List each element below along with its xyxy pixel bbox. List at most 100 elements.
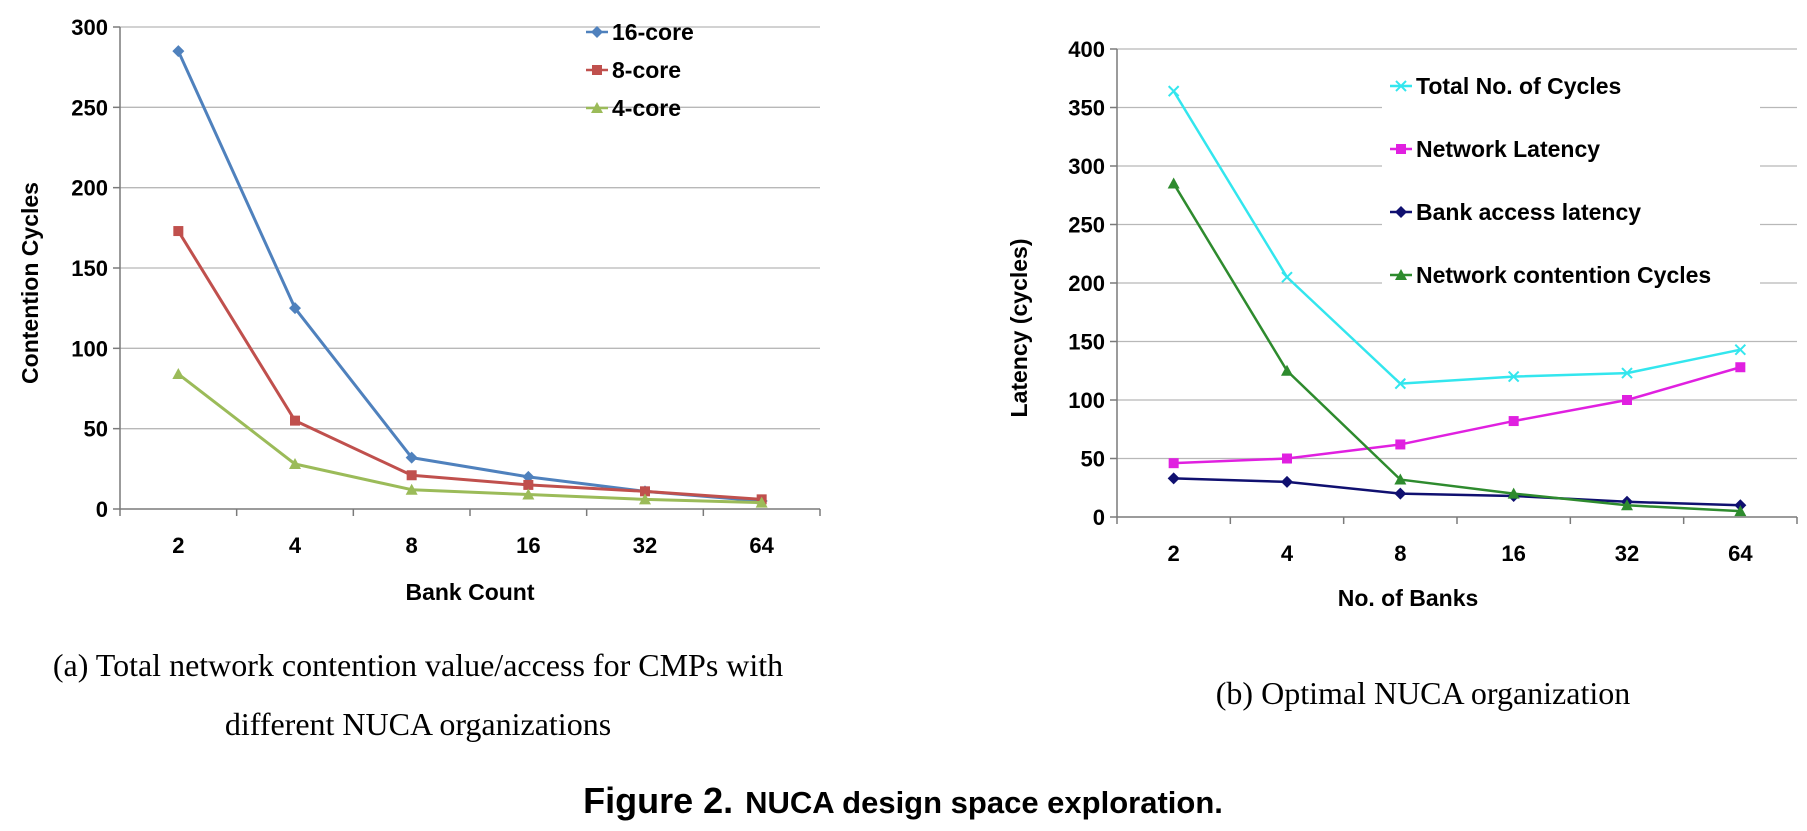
chart-a-series (172, 45, 768, 508)
figure-caption-text: Figure 2. NUCA design space exploration. (583, 780, 1223, 821)
a-series-16-core-point (522, 470, 535, 483)
a-legend-entry-8-core: 8-core (586, 57, 681, 83)
a-series-4-core-point (289, 458, 301, 470)
a-y-tick-label: 300 (71, 15, 108, 40)
b-legend-entry-network-contention-cycles-marker (1395, 269, 1407, 280)
a-series-4-core-point (755, 496, 768, 508)
b-series-network-latency (1168, 362, 1746, 469)
chart-a-axes (113, 26, 821, 516)
b-series-network-contention-cycles-line (1172, 182, 1741, 513)
a-series-8-core-point (640, 486, 650, 497)
chart-a-caption-line-1: (a) Total network contention value/acces… (53, 647, 783, 683)
a-legend-entry-16-core-label: 16-core (612, 19, 694, 45)
b-y-tick-label: 0 (1093, 505, 1105, 530)
a-series-4-core-line (177, 372, 762, 505)
b-legend-entry-bank-access-latency-marker (1395, 206, 1407, 218)
a-series-4-core (172, 368, 768, 508)
a-series-4-core-point (522, 488, 535, 500)
b-series-total-no-of-cycles-line (1172, 90, 1741, 385)
b-series-network-latency-line (1173, 366, 1741, 465)
b-series-total-no-of-cycles-point (1394, 377, 1407, 390)
b-series-total-no-of-cycles-point (1621, 367, 1633, 379)
a-series-8-core-point (173, 226, 184, 237)
b-y-tick-label: 400 (1068, 37, 1105, 62)
a-legend-entry-4-core: 4-core (586, 95, 681, 121)
chart-b-series (1167, 85, 1747, 517)
chart-a-caption-line-2: different NUCA organizations (225, 706, 611, 742)
b-y-tick-label: 350 (1068, 96, 1105, 121)
b-y-tick-label: 300 (1068, 154, 1105, 179)
a-series-4-core-point (405, 483, 418, 495)
b-series-network-contention-cycles-point (1394, 473, 1407, 485)
a-y-tick-label: 50 (84, 417, 108, 442)
b-series-total-no-of-cycles-point (1507, 370, 1520, 383)
a-legend-entry-16-core-marker (591, 26, 603, 38)
chart-b-optimal-nuca: 0 50 100 150 200 250 300 350 400 2 4 8 16 32 64 Total… (1006, 37, 1798, 711)
b-x-tick-label: 8 (1394, 541, 1406, 566)
a-y-tick-label: 200 (71, 176, 108, 201)
chart-a-legend: 16-core 8-core 4-core (586, 19, 694, 121)
b-series-network-contention-cycles (1167, 177, 1747, 517)
a-series-16-core-point (289, 302, 301, 315)
chart-a-y-axis-label: Contention Cycles (17, 182, 43, 384)
chart-b-axes (1110, 48, 1798, 524)
b-series-bank-access-latency-line (1173, 477, 1741, 507)
figure-caption-label: Figure 2. (583, 780, 733, 821)
a-legend-entry-4-core-label: 4-core (612, 95, 681, 121)
chart-a-x-tick-labels: 2 4 8 16 32 64 (172, 533, 774, 558)
b-series-network-latency-point (1735, 362, 1746, 373)
b-series-bank-access-latency-point (1167, 472, 1180, 485)
b-x-tick-label: 16 (1501, 541, 1525, 566)
b-series-total-no-of-cycles-point (1734, 343, 1747, 356)
a-x-tick-label: 4 (289, 533, 302, 558)
b-series-network-contention-cycles-point (1734, 505, 1747, 517)
b-series-network-contention-cycles-point (1507, 487, 1520, 499)
a-x-tick-label: 32 (633, 533, 657, 558)
b-series-network-contention-cycles-point (1281, 364, 1293, 376)
figure-caption: Figure 2. NUCA design space exploration. (583, 780, 1223, 821)
b-series-total-no-of-cycles-point (1281, 271, 1293, 283)
a-x-tick-label: 64 (749, 533, 774, 558)
a-series-16-core-point (172, 45, 185, 58)
b-x-tick-label: 4 (1281, 541, 1294, 566)
a-y-tick-label: 0 (96, 497, 108, 522)
b-legend-entry-bank-access-latency: Bank access latency (1390, 199, 1641, 225)
b-y-tick-label: 200 (1068, 271, 1105, 296)
b-series-network-contention-cycles-point (1167, 177, 1180, 189)
b-series-network-latency-point (1395, 439, 1406, 450)
b-y-tick-label: 150 (1068, 330, 1105, 355)
a-series-4-core-point (172, 368, 185, 380)
a-series-8-core-point (290, 415, 300, 426)
b-legend-entry-network-contention-cycles: Network contention Cycles (1390, 262, 1711, 288)
b-series-network-contention-cycles-point (1621, 499, 1633, 511)
a-legend-entry-8-core-label: 8-core (612, 57, 681, 83)
chart-b-y-axis-label: Latency (cycles) (1006, 239, 1032, 418)
chart-a-contention: 0 50 100 150 200 250 300 2 4 8 16 32 64 16-core 8-co… (17, 15, 821, 742)
chart-b-x-axis-label: No. of Banks (1338, 585, 1479, 611)
b-series-network-latency-point (1622, 395, 1632, 405)
a-legend-entry-8-core-marker (592, 65, 602, 75)
a-legend-entry-4-core-marker (591, 102, 603, 113)
b-legend-entry-bank-access-latency-label: Bank access latency (1416, 199, 1641, 225)
a-series-8-core-point (523, 479, 534, 490)
b-series-network-latency-point (1282, 453, 1292, 464)
b-legend-entry-total-no-of-cycles-label: Total No. of Cycles (1416, 73, 1621, 99)
a-x-tick-label: 16 (516, 533, 540, 558)
b-series-total-no-of-cycles (1167, 85, 1747, 390)
a-series-4-core-point (639, 493, 651, 505)
chart-a-y-tick-labels: 0 50 100 150 200 250 300 (71, 15, 108, 522)
b-y-tick-label: 100 (1068, 388, 1105, 413)
figure-caption-title: NUCA design space exploration. (745, 785, 1223, 820)
chart-a-gridlines (120, 26, 820, 430)
a-y-tick-label: 100 (71, 336, 108, 361)
b-series-total-no-of-cycles-point (1167, 85, 1180, 97)
b-x-tick-label: 64 (1728, 541, 1753, 566)
b-x-tick-label: 32 (1615, 541, 1639, 566)
b-series-bank-access-latency-point (1394, 487, 1407, 500)
b-series-bank-access-latency (1167, 472, 1747, 512)
a-series-16-core-point (405, 451, 418, 464)
chart-b-x-tick-labels: 2 4 8 16 32 64 (1168, 541, 1754, 566)
chart-b-caption: (b) Optimal NUCA organization (1216, 675, 1630, 711)
b-legend-entry-network-latency-marker (1396, 144, 1406, 154)
